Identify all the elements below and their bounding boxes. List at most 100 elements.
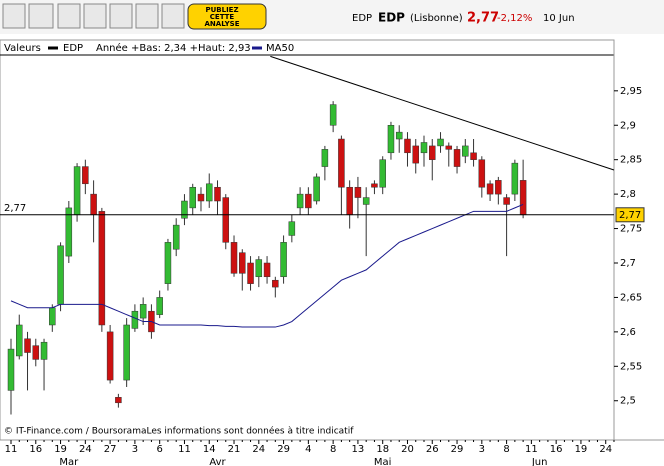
- candle-body: [239, 252, 246, 274]
- y-tick-label: 2,75: [620, 224, 642, 235]
- tool-button[interactable]: [109, 3, 133, 29]
- trendline: [270, 55, 615, 171]
- candle-body: [139, 304, 147, 319]
- symbol: EDP: [378, 11, 405, 25]
- candle-body: [296, 193, 304, 209]
- tool-button[interactable]: [2, 3, 26, 29]
- x-tick-label: 11: [178, 444, 191, 455]
- x-tick-label: 29: [277, 444, 290, 455]
- candle-body: [395, 131, 403, 140]
- candle-body: [164, 242, 172, 284]
- candle-body: [32, 345, 40, 360]
- candle-body: [65, 207, 73, 257]
- candle-body: [263, 262, 271, 278]
- last-box: [615, 207, 645, 223]
- y-tick-label: 2,55: [620, 361, 642, 372]
- x-tick-label: 24: [79, 444, 92, 455]
- x-tick-label: 21: [228, 444, 241, 455]
- x-tick-label: 26: [426, 444, 439, 455]
- candle-body: [123, 324, 130, 381]
- candle-body: [329, 104, 337, 126]
- x-tick-label: 18: [376, 444, 389, 455]
- y-tick-label: 2,95: [620, 86, 642, 97]
- x-tick-label: 14: [203, 444, 216, 455]
- candle-body: [288, 221, 296, 236]
- candle-body: [462, 145, 469, 157]
- plot-frame: [0, 39, 615, 441]
- month-label: Jun: [531, 457, 548, 466]
- month-label: Mai: [374, 457, 392, 466]
- x-tick-label: 3: [479, 444, 485, 455]
- candle-body: [90, 193, 97, 216]
- candle-body: [40, 341, 48, 360]
- candle-body: [503, 197, 510, 205]
- x-tick-label: 29: [451, 444, 464, 455]
- candle-body: [131, 310, 139, 329]
- candle-body: [354, 186, 362, 198]
- x-tick-label: 11: [5, 444, 18, 455]
- candle-body: [445, 145, 453, 150]
- price: 2,77: [467, 11, 499, 26]
- candle-body: [24, 338, 31, 353]
- x-tick-label: 6: [156, 444, 162, 455]
- candle-body: [429, 145, 436, 160]
- candle-body: [197, 193, 205, 202]
- symbol-small: EDP: [352, 13, 372, 24]
- publish-text: CETTE: [210, 13, 235, 21]
- x-tick-label: 19: [54, 444, 67, 455]
- tool-button[interactable]: [57, 3, 81, 29]
- candle-body: [230, 242, 238, 274]
- x-tick-label: 27: [104, 444, 117, 455]
- candle-body: [519, 180, 527, 216]
- last-box-label: 2,77: [619, 210, 641, 221]
- candle-body: [16, 324, 23, 357]
- legend-entry: EDP: [63, 43, 83, 54]
- candle-body: [379, 159, 386, 188]
- tool-button[interactable]: [135, 3, 159, 29]
- candle-body: [470, 152, 477, 160]
- x-tick-label: 13: [352, 444, 365, 455]
- x-tick-label: 8: [330, 444, 336, 455]
- candle-body: [371, 183, 378, 188]
- candle-body: [313, 176, 320, 202]
- x-tick-label: 16: [29, 444, 42, 455]
- y-tick-label: 2,8: [620, 189, 636, 200]
- candle-body: [495, 180, 502, 195]
- tool-button[interactable]: [83, 3, 107, 29]
- x-tick-label: 4: [305, 444, 311, 455]
- x-tick-label: 24: [252, 444, 265, 455]
- candle-body: [172, 224, 180, 250]
- candle-body: [321, 149, 329, 167]
- x-tick-label: 3: [132, 444, 138, 455]
- candle-body: [453, 149, 461, 167]
- date: 10 Jun: [543, 13, 575, 24]
- change: -2,12%: [497, 13, 532, 24]
- y-tick-label: 2,85: [620, 155, 642, 166]
- candle-body: [49, 307, 56, 326]
- x-tick-label: 8: [503, 444, 509, 455]
- month-label: Avr: [209, 457, 226, 466]
- ma-line: [10, 203, 524, 328]
- y-tick-label: 2,9: [620, 120, 636, 131]
- candle-body: [247, 262, 254, 284]
- candle-body: [73, 166, 81, 216]
- candle-body: [346, 186, 353, 216]
- legend-entry: MA50: [266, 43, 294, 54]
- publish-button[interactable]: [187, 3, 267, 30]
- y-tick-label: 2,7: [620, 258, 636, 269]
- candle-body: [214, 186, 221, 202]
- candle-body: [205, 183, 213, 202]
- candle-body: [82, 166, 89, 185]
- legend-label: Valeurs: [4, 43, 41, 54]
- candle-body: [305, 193, 312, 209]
- month-label: Mar: [59, 457, 79, 466]
- footer: © IT-Finance.com / BoursoramaLes informa…: [4, 426, 354, 437]
- x-tick-label: 11: [525, 444, 538, 455]
- tool-button[interactable]: [28, 3, 54, 29]
- tool-button[interactable]: [161, 3, 185, 29]
- candle-body: [222, 197, 230, 243]
- last-label: 2,77: [4, 203, 26, 214]
- x-tick-label: 20: [401, 444, 414, 455]
- x-tick-label: 24: [599, 444, 612, 455]
